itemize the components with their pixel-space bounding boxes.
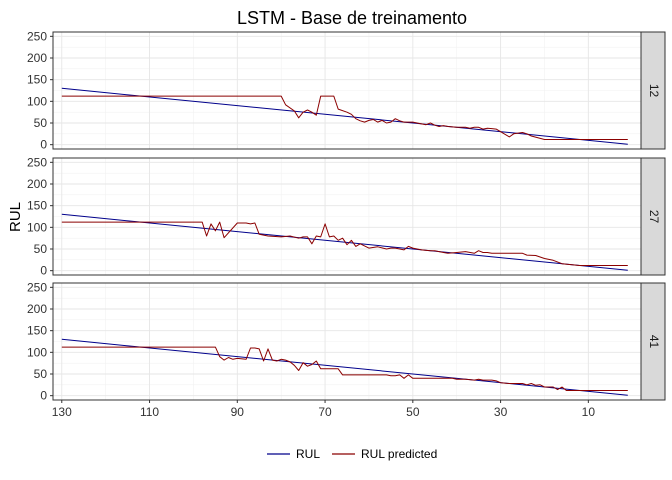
legend-label-rul: RUL <box>296 447 320 461</box>
series-line-rul-predicted-panel-12 <box>61 95 628 140</box>
facet-strip-label: 12 <box>647 84 661 98</box>
series-line-rul-predicted-panel-41 <box>61 346 628 391</box>
x-tick-label: 90 <box>231 405 245 419</box>
x-axis: 130 110 90 70 50 30 10 <box>52 400 596 419</box>
y-tick-label: 100 <box>27 345 47 359</box>
facet-strip <box>640 282 666 401</box>
x-tick-label: 110 <box>140 405 159 419</box>
y-tick-label: 200 <box>27 177 47 191</box>
facet-panel-27: 0 50 100 150 200 250 27 <box>27 155 666 278</box>
y-tick-label: 150 <box>27 199 47 213</box>
y-tick-label: 200 <box>27 302 47 316</box>
x-tick-label: 70 <box>318 405 332 419</box>
y-tick-label: 0 <box>40 138 47 152</box>
x-tick-label: 130 <box>52 405 72 419</box>
y-tick-label: 250 <box>27 155 47 169</box>
series-line-rul-predicted-panel-27 <box>61 221 628 266</box>
y-tick-label: 250 <box>27 29 47 43</box>
y-tick-label: 150 <box>27 324 47 338</box>
facet-panel-41: 0 50 100 150 200 250 41 <box>27 280 666 403</box>
series-line-rul-panel-41 <box>61 338 628 396</box>
series-line-rul-panel-12 <box>61 87 628 145</box>
y-tick-label: 50 <box>34 116 48 130</box>
y-tick-label: 200 <box>27 51 47 65</box>
facet-strip-label: 41 <box>647 335 661 349</box>
facet-strip <box>640 157 666 276</box>
chart-title: LSTM - Base de treinamento <box>237 8 467 28</box>
facet-strip-label: 27 <box>647 210 661 224</box>
legend: RUL RUL predicted <box>267 447 437 461</box>
x-tick-label: 30 <box>494 405 508 419</box>
facet-panels: 0 50 100 150 200 250 12 0 50 100 150 200 250 27 0 50 100… <box>27 29 666 403</box>
facet-strip <box>640 31 666 150</box>
y-tick-label: 250 <box>27 280 47 294</box>
legend-label-rul-predicted: RUL predicted <box>361 447 437 461</box>
y-tick-label: 100 <box>27 220 47 234</box>
facet-panel-12: 0 50 100 150 200 250 12 <box>27 29 666 152</box>
y-tick-label: 0 <box>40 389 47 403</box>
y-tick-label: 0 <box>40 264 47 278</box>
x-tick-label: 10 <box>582 405 596 419</box>
y-tick-label: 100 <box>27 94 47 108</box>
y-axis-title: RUL <box>7 202 24 232</box>
y-tick-label: 150 <box>27 73 47 87</box>
y-tick-label: 50 <box>34 367 48 381</box>
y-tick-label: 50 <box>34 242 48 256</box>
x-tick-label: 50 <box>406 405 420 419</box>
